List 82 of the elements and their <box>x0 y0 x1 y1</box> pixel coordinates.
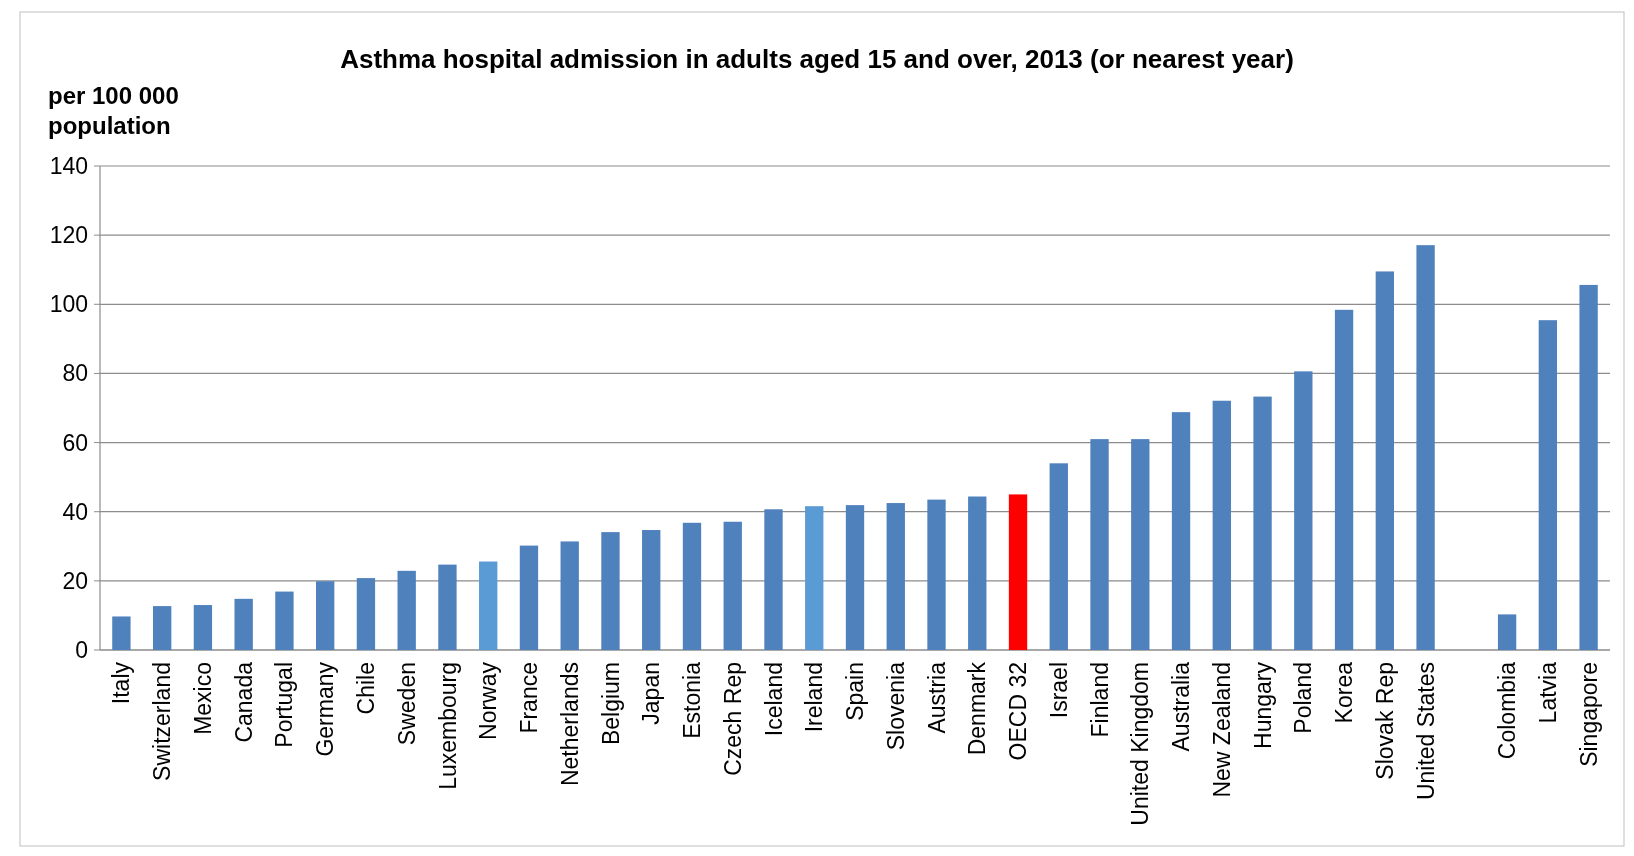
bar <box>642 530 661 650</box>
bar <box>1375 271 1394 650</box>
x-tick-label: Italy <box>108 661 135 705</box>
x-tick-label: Norway <box>475 661 502 740</box>
y-axis-title: per 100 000 population <box>48 82 179 139</box>
bar <box>805 506 824 650</box>
x-tick-label: Chile <box>352 662 379 715</box>
bar <box>234 598 253 650</box>
x-tick-label: Slovak Rep <box>1371 662 1398 780</box>
x-tick-label: OECD 32 <box>1005 662 1032 761</box>
bar <box>275 591 294 650</box>
x-tick-label: Japan <box>638 662 665 725</box>
x-tick-label: Colombia <box>1494 661 1521 760</box>
x-tick-label: Canada <box>230 661 257 743</box>
x-tick-label: Belgium <box>597 662 624 746</box>
bar <box>519 545 539 650</box>
chart-title: Asthma hospital admission in adults aged 15 and over, 2013 (or nearest year) <box>340 44 1294 74</box>
y-tick-label: 60 <box>62 429 88 456</box>
bar <box>601 532 620 650</box>
bar <box>1171 412 1191 650</box>
x-tick-label: Hungary <box>1249 661 1276 749</box>
x-tick-label: Spain <box>842 662 869 721</box>
x-tick-label: Poland <box>1290 662 1317 734</box>
x-tick-label: Estonia <box>679 661 706 739</box>
bar <box>1008 494 1028 650</box>
bar <box>1334 309 1354 650</box>
x-tick-label: Israel <box>1045 662 1072 719</box>
bar <box>193 605 213 650</box>
bar <box>886 503 905 650</box>
x-tick-label: Portugal <box>271 662 298 748</box>
x-tick-label: Sweden <box>393 662 420 746</box>
bar <box>1253 396 1272 650</box>
bar <box>968 496 987 650</box>
x-tick-label: Singapore <box>1575 662 1602 767</box>
bar <box>1416 245 1435 650</box>
bar <box>397 570 416 650</box>
x-tick-label: Ireland <box>801 662 828 733</box>
bar <box>112 616 131 650</box>
bar <box>682 522 702 650</box>
x-tick-label: United States <box>1412 662 1439 801</box>
bar <box>1212 400 1231 650</box>
bar <box>764 509 783 650</box>
bar <box>1049 463 1068 650</box>
y-tick-label: 100 <box>49 291 88 318</box>
x-tick-label: Slovenia <box>882 661 909 751</box>
x-tick-label: Mexico <box>189 662 216 735</box>
bar <box>560 541 579 650</box>
x-tick-label: Netherlands <box>556 662 583 787</box>
bar <box>356 578 376 650</box>
x-tick-label: Austria <box>923 661 950 734</box>
x-tick-label: Latvia <box>1534 661 1561 724</box>
bar <box>316 581 335 650</box>
bar <box>1294 371 1313 650</box>
bar <box>1538 320 1558 650</box>
x-tick-label: Czech Rep <box>719 662 746 776</box>
y-tick-label: 0 <box>75 637 88 664</box>
x-tick-label: Switzerland <box>149 662 176 781</box>
bar <box>1579 284 1598 650</box>
y-tick-label: 80 <box>62 360 88 387</box>
bar <box>1131 439 1150 650</box>
bar <box>845 505 865 650</box>
x-tick-label: France <box>516 662 542 734</box>
bar <box>1497 614 1517 650</box>
bar <box>479 561 498 650</box>
bar <box>438 564 457 650</box>
y-tick-label: 140 <box>49 153 88 180</box>
x-tick-label: New Zealand <box>1208 662 1235 798</box>
x-tick-label: Germany <box>312 661 339 757</box>
y-tick-label: 20 <box>62 567 88 594</box>
x-tick-label: Korea <box>1331 661 1358 724</box>
bar <box>927 499 946 650</box>
x-tick-label: Iceland <box>760 662 787 737</box>
x-tick-label: Finland <box>1086 662 1113 738</box>
y-tick-label: 40 <box>62 498 88 525</box>
x-tick-label: Australia <box>1168 661 1195 752</box>
x-tick-label: United Kingdom <box>1127 662 1154 826</box>
bar <box>1090 439 1109 650</box>
y-tick-label: 120 <box>49 222 88 249</box>
x-tick-label: Luxembourg <box>434 662 461 790</box>
x-tick-label: Denmark <box>964 661 991 756</box>
bar <box>152 606 172 650</box>
bar <box>723 521 742 650</box>
